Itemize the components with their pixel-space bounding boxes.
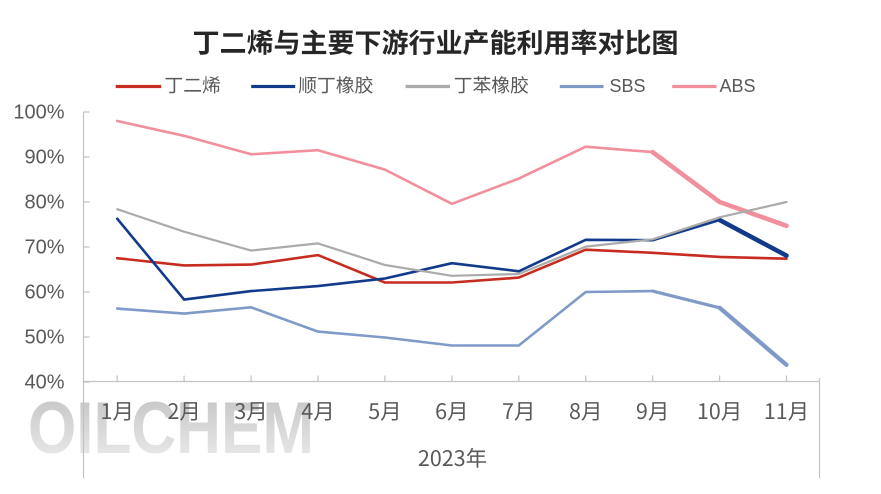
svg-text:ABS: ABS	[720, 76, 756, 96]
svg-text:80%: 80%	[24, 192, 64, 214]
svg-text:SBS: SBS	[610, 76, 646, 96]
svg-text:90%: 90%	[24, 147, 64, 169]
svg-text:50%: 50%	[24, 327, 64, 349]
svg-text:40%: 40%	[24, 372, 64, 394]
svg-text:100%: 100%	[13, 102, 64, 124]
svg-text:70%: 70%	[24, 237, 64, 259]
svg-text:OILCHEM: OILCHEM	[28, 388, 314, 469]
svg-text:60%: 60%	[24, 282, 64, 304]
